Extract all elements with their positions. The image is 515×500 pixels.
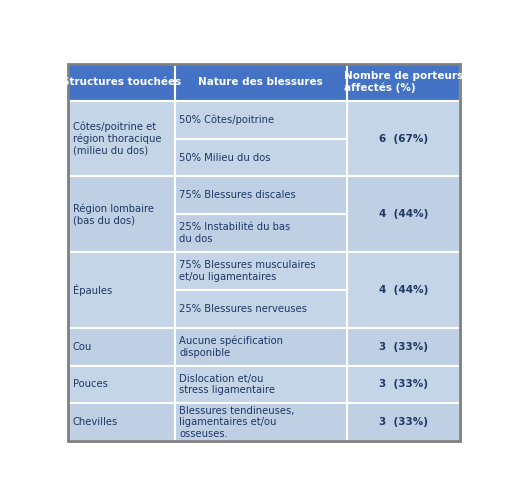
Bar <box>68 328 175 366</box>
Bar <box>347 64 459 101</box>
Bar <box>175 252 347 290</box>
Bar <box>68 64 175 101</box>
Text: Nature des blessures: Nature des blessures <box>198 78 323 88</box>
Text: 4  (44%): 4 (44%) <box>379 285 428 295</box>
Text: Pouces: Pouces <box>73 380 108 390</box>
Text: Côtes/poitrine et
région thoracique
(milieu du dos): Côtes/poitrine et région thoracique (mil… <box>73 122 161 156</box>
Bar <box>347 101 459 176</box>
Bar <box>347 404 459 441</box>
Bar <box>347 328 459 366</box>
Text: 25% Blessures nerveuses: 25% Blessures nerveuses <box>179 304 307 314</box>
Bar <box>175 214 347 252</box>
Text: Région lombaire
(bas du dos): Région lombaire (bas du dos) <box>73 203 154 226</box>
Bar <box>68 252 175 328</box>
Bar <box>68 176 175 252</box>
Text: Épaules: Épaules <box>73 284 112 296</box>
Bar <box>175 176 347 214</box>
Bar <box>175 366 347 404</box>
Text: Structures touchées: Structures touchées <box>62 78 181 88</box>
Text: 3  (33%): 3 (33%) <box>379 380 428 390</box>
Bar <box>175 328 347 366</box>
Bar <box>175 138 347 176</box>
Text: Cou: Cou <box>73 342 92 351</box>
Text: Aucune spécification
disponible: Aucune spécification disponible <box>179 336 283 357</box>
Bar <box>347 366 459 404</box>
Bar <box>175 101 347 138</box>
Bar <box>68 404 175 441</box>
Bar <box>175 290 347 328</box>
Text: 25% Instabilité du bas
du dos: 25% Instabilité du bas du dos <box>179 222 290 244</box>
Bar <box>347 252 459 328</box>
Bar <box>175 404 347 441</box>
Text: 3  (33%): 3 (33%) <box>379 342 428 351</box>
Text: 75% Blessures discales: 75% Blessures discales <box>179 190 296 200</box>
Text: Dislocation et/ou
stress ligamentaire: Dislocation et/ou stress ligamentaire <box>179 374 276 395</box>
Bar <box>175 64 347 101</box>
Bar <box>68 101 175 176</box>
Text: Nombre de porteurs
affectés (%): Nombre de porteurs affectés (%) <box>344 71 463 94</box>
Text: 75% Blessures musculaires
et/ou ligamentaires: 75% Blessures musculaires et/ou ligament… <box>179 260 316 282</box>
Text: Chevilles: Chevilles <box>73 417 118 427</box>
Text: 3  (33%): 3 (33%) <box>379 417 428 427</box>
Bar <box>68 366 175 404</box>
Text: 50% Milieu du dos: 50% Milieu du dos <box>179 152 271 162</box>
Text: Blessures tendineuses,
ligamentaires et/ou
osseuses.: Blessures tendineuses, ligamentaires et/… <box>179 406 295 439</box>
Text: 6  (67%): 6 (67%) <box>379 134 428 143</box>
Text: 50% Côtes/poitrine: 50% Côtes/poitrine <box>179 114 274 125</box>
Bar <box>347 176 459 252</box>
Text: 4  (44%): 4 (44%) <box>379 210 428 220</box>
